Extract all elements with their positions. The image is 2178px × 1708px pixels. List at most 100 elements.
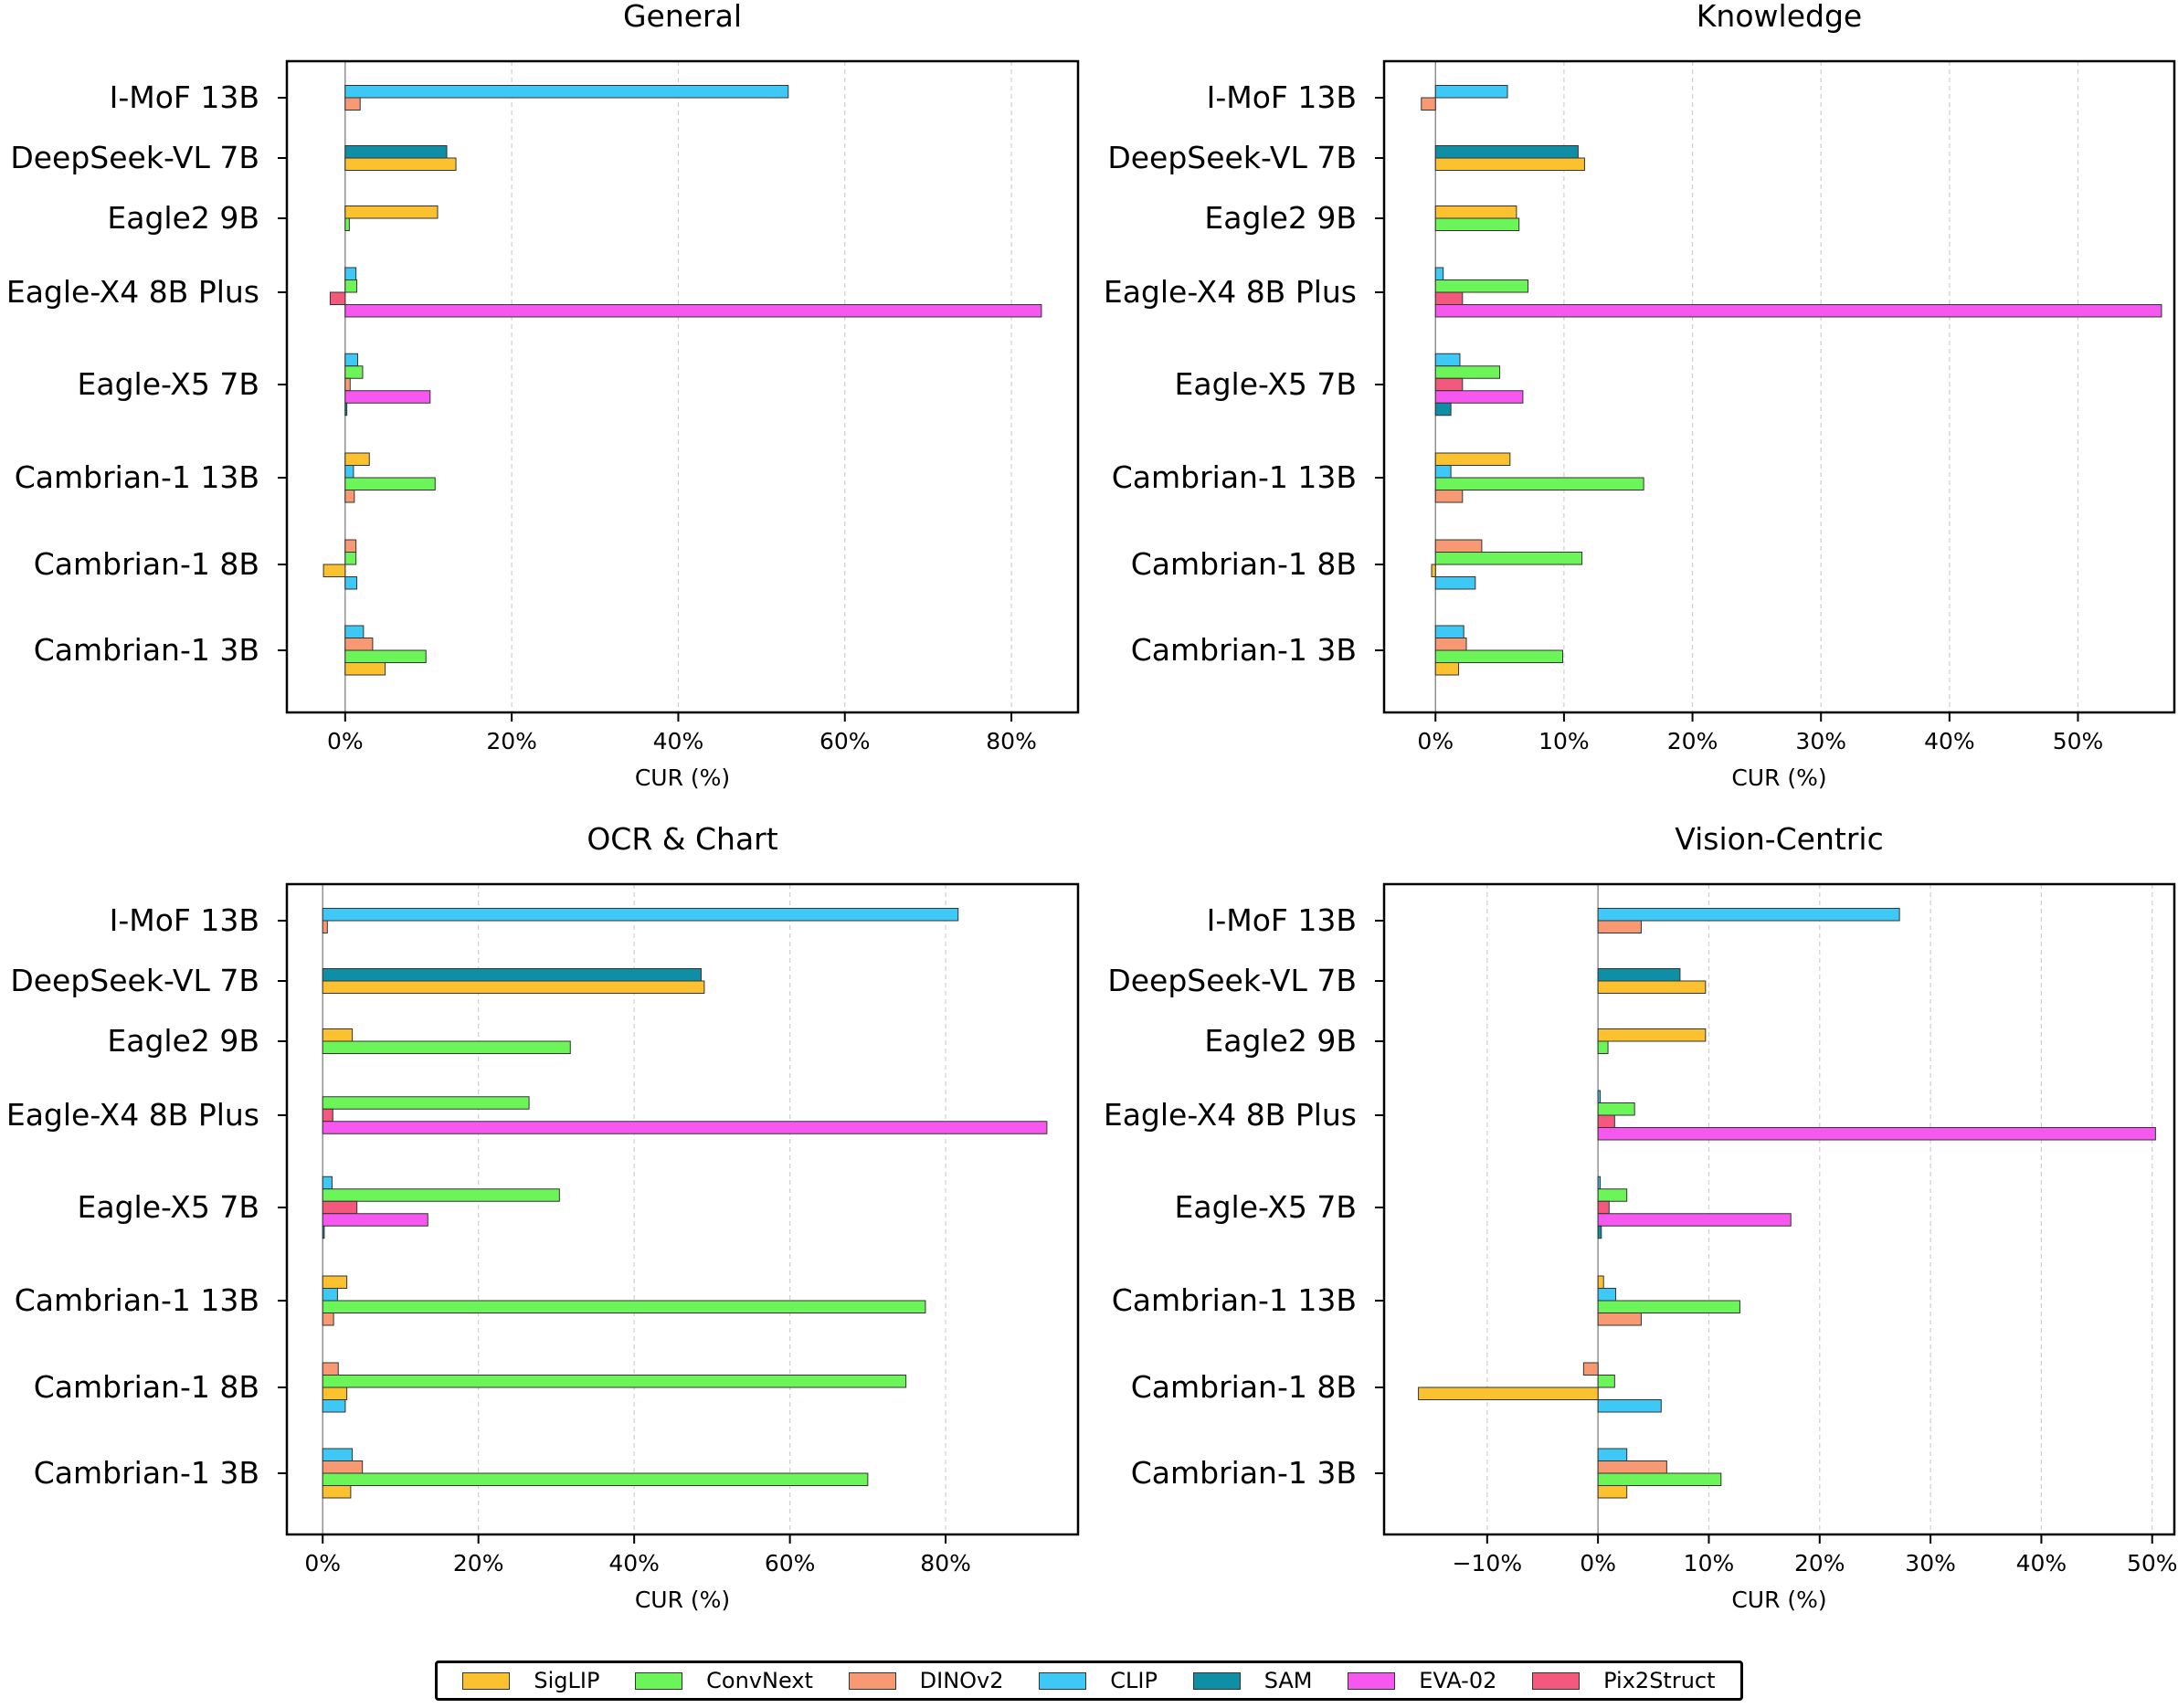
bar-eagle-x5-7b-pix2struct (1597, 1200, 1610, 1215)
bar-deepseek-vl-7b-siglip (344, 157, 457, 171)
bar-cambrian-1-8b-convnext (1597, 1375, 1615, 1388)
x-tick-label: 0% (1580, 1550, 1616, 1576)
y-tick-label: Cambrian-1 3B (1131, 1455, 1357, 1491)
legend-label: Pix2Struct (1603, 1668, 1716, 1693)
bar-cambrian-1-13b-clip (344, 465, 354, 479)
bar-eagle2-9b-siglip (322, 1028, 354, 1042)
bar-cambrian-1-8b-clip (322, 1399, 346, 1413)
bar-cambrian-1-3b-convnext (1434, 649, 1564, 663)
bar-deepseek-vl-7b-sam (322, 968, 702, 982)
bar-eagle-x5-7b-eva-02 (322, 1213, 428, 1227)
x-axis-label: CUR (%) (1731, 1587, 1826, 1613)
bar-cambrian-1-3b-siglip (1434, 662, 1460, 676)
x-tick-label: 20% (486, 728, 537, 754)
x-axis-label: CUR (%) (635, 764, 730, 791)
y-tick-label: Cambrian-1 3B (34, 1455, 259, 1491)
y-tick-label: Eagle-X5 7B (1175, 366, 1357, 402)
bar-eagle-x5-7b-pix2struct (1434, 377, 1464, 392)
bar-cambrian-1-13b-dinov2 (344, 490, 355, 503)
x-tick-label: 0% (327, 728, 364, 754)
bar-cambrian-1-13b-siglip (1434, 452, 1511, 466)
bar-eagle2-9b-convnext (344, 217, 350, 231)
bar-i-mof-13b-clip (1434, 85, 1508, 99)
bar-eagle-x4-8b-plus-convnext (344, 279, 358, 293)
legend-swatch (462, 1671, 511, 1690)
bar-eagle-x5-7b-convnext (1434, 365, 1501, 379)
bar-eagle2-9b-convnext (1434, 217, 1520, 231)
bar-cambrian-1-8b-clip (1597, 1399, 1662, 1413)
bar-cambrian-1-13b-convnext (322, 1300, 926, 1313)
legend-item-eva-02: EVA-02 (1348, 1668, 1496, 1693)
y-tick-label: Eagle-X5 7B (1175, 1189, 1357, 1225)
bar-cambrian-1-8b-convnext (1434, 552, 1583, 565)
bar-cambrian-1-8b-convnext (322, 1375, 907, 1388)
bar-eagle-x4-8b-plus-eva-02 (322, 1121, 1048, 1134)
bar-cambrian-1-3b-dinov2 (1597, 1460, 1667, 1474)
y-tick-label: Cambrian-1 3B (1131, 632, 1357, 668)
panel-title: General (623, 0, 742, 34)
bar-deepseek-vl-7b-siglip (1597, 980, 1707, 994)
legend-label: SAM (1263, 1668, 1313, 1693)
y-tick-label: Cambrian-1 8B (1131, 546, 1357, 582)
y-tick-label: Eagle-X5 7B (78, 366, 259, 402)
bar-cambrian-1-3b-convnext (322, 1472, 869, 1486)
y-tick-label: Eagle2 9B (1204, 1023, 1357, 1059)
y-tick-label: Eagle-X4 8B Plus (1104, 1097, 1357, 1133)
bar-i-mof-13b-dinov2 (1421, 97, 1436, 111)
bar-eagle-x4-8b-plus-eva-02 (1434, 304, 2162, 318)
x-tick-label: 10% (1538, 728, 1590, 754)
bar-deepseek-vl-7b-siglip (322, 980, 705, 994)
bar-eagle2-9b-siglip (1434, 206, 1517, 219)
legend-item-siglip: SigLIP (462, 1668, 599, 1693)
bar-cambrian-1-13b-dinov2 (1597, 1313, 1642, 1326)
bar-eagle-x5-7b-clip (1597, 1176, 1602, 1190)
x-tick-label: 80% (986, 728, 1037, 754)
bar-cambrian-1-3b-clip (1434, 625, 1464, 638)
bar-cambrian-1-8b-siglip (322, 1386, 348, 1400)
y-tick-label: Cambrian-1 8B (1131, 1369, 1357, 1405)
bar-cambrian-1-8b-siglip (1431, 564, 1436, 577)
y-tick-label: DeepSeek-VL 7B (1107, 140, 1357, 175)
bar-eagle2-9b-convnext (322, 1040, 571, 1054)
bar-eagle-x4-8b-plus-pix2struct (1597, 1114, 1615, 1128)
y-tick-label: Eagle-X4 8B Plus (1104, 274, 1357, 310)
x-tick-label: 60% (765, 1550, 816, 1576)
bar-deepseek-vl-7b-sam (344, 145, 448, 159)
bar-eagle-x4-8b-plus-convnext (1434, 279, 1529, 293)
y-tick-label: DeepSeek-VL 7B (10, 140, 259, 175)
bar-deepseek-vl-7b-siglip (1434, 157, 1585, 171)
legend-swatch (1348, 1671, 1396, 1690)
bar-i-mof-13b-clip (344, 85, 789, 99)
plot-frame (1382, 59, 2176, 714)
x-tick-label: 50% (2127, 1550, 2178, 1576)
y-tick-label: I-MoF 13B (110, 79, 259, 115)
bar-eagle-x5-7b-convnext (344, 365, 364, 379)
bar-cambrian-1-3b-siglip (322, 1485, 352, 1499)
bar-eagle-x5-7b-eva-02 (1597, 1213, 1792, 1227)
bar-eagle2-9b-siglip (1597, 1028, 1707, 1042)
bar-cambrian-1-3b-clip (344, 625, 365, 638)
panel-vision-centric: Vision-Centric I-MoF 13B DeepSeek-VL 7B Eag… (1104, 821, 2178, 1613)
bar-cambrian-1-3b-convnext (344, 649, 427, 663)
bar-eagle-x4-8b-plus-convnext (1597, 1102, 1635, 1116)
legend-swatch (1039, 1671, 1087, 1690)
bar-eagle-x5-7b-sam (322, 1225, 325, 1239)
bar-eagle-x5-7b-sam (1597, 1225, 1602, 1239)
bar-cambrian-1-3b-dinov2 (1434, 638, 1467, 651)
legend-label: CLIP (1110, 1668, 1158, 1693)
x-tick-label: 20% (1794, 1550, 1845, 1576)
legend-label: EVA-02 (1419, 1668, 1497, 1693)
bar-i-mof-13b-clip (322, 908, 959, 922)
bar-cambrian-1-13b-convnext (1434, 477, 1644, 490)
y-tick-label: Cambrian-1 13B (15, 1282, 259, 1318)
x-tick-label: −10% (1453, 1550, 1523, 1576)
bar-cambrian-1-3b-dinov2 (322, 1460, 364, 1474)
panel-title: OCR & Chart (587, 821, 777, 857)
bar-eagle2-9b-convnext (1597, 1040, 1609, 1054)
y-tick-label: Cambrian-1 13B (15, 459, 259, 495)
x-tick-label: 40% (1924, 728, 1975, 754)
bar-cambrian-1-3b-clip (1597, 1448, 1628, 1461)
legend-label: SigLIP (534, 1668, 600, 1693)
y-tick-label: Cambrian-1 13B (1112, 459, 1357, 495)
